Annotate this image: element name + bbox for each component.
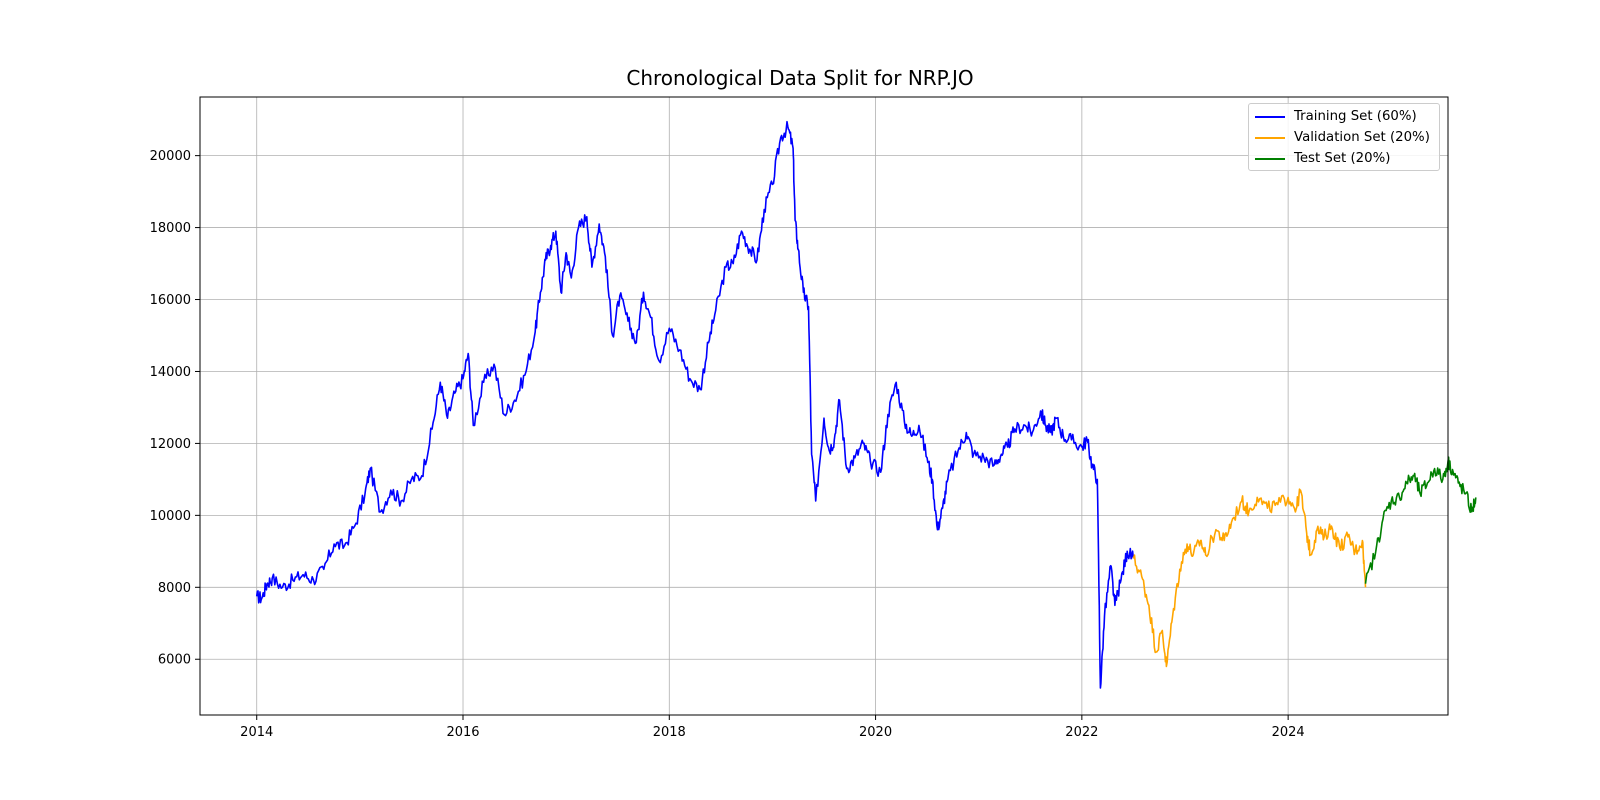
y-tick-label: 10000 bbox=[150, 509, 191, 524]
legend-item-training: Training Set (60%) bbox=[1249, 106, 1439, 127]
legend-label-test: Test Set (20%) bbox=[1294, 151, 1391, 166]
x-tick-label: 2016 bbox=[446, 725, 479, 740]
x-tick-label: 2014 bbox=[240, 725, 273, 740]
grid-layer bbox=[200, 97, 1448, 715]
chart-title: Chronological Data Split for NRP.JO bbox=[626, 66, 974, 90]
y-tick-label: 16000 bbox=[150, 293, 191, 308]
legend-swatch-validation bbox=[1255, 136, 1285, 139]
x-tick-label: 2022 bbox=[1065, 725, 1098, 740]
chart-legend: Training Set (60%) Validation Set (20%) … bbox=[1248, 103, 1440, 171]
legend-label-training: Training Set (60%) bbox=[1294, 109, 1417, 124]
y-tick-label: 8000 bbox=[158, 581, 191, 596]
legend-item-test: Test Set (20%) bbox=[1249, 148, 1439, 169]
legend-swatch-test bbox=[1255, 157, 1285, 160]
x-tick-label: 2020 bbox=[859, 725, 892, 740]
y-tick-label: 6000 bbox=[158, 653, 191, 668]
series-line-test bbox=[1364, 456, 1477, 584]
y-tick-label: 20000 bbox=[150, 149, 191, 164]
series-line-validation bbox=[1132, 488, 1367, 668]
y-tick-label: 12000 bbox=[150, 437, 191, 452]
x-tick-label: 2018 bbox=[653, 725, 686, 740]
series-line-training bbox=[255, 120, 1135, 689]
legend-item-validation: Validation Set (20%) bbox=[1249, 127, 1439, 148]
legend-swatch-training bbox=[1255, 115, 1285, 118]
axis-layer: 2014 2016 2018 2020 2022 2024 6000 8000 10000 120… bbox=[150, 149, 1305, 740]
series-layer bbox=[255, 120, 1477, 689]
legend-label-validation: Validation Set (20%) bbox=[1294, 130, 1430, 145]
plot-frame bbox=[199, 96, 1449, 716]
x-tick-label: 2024 bbox=[1272, 725, 1305, 740]
y-tick-label: 18000 bbox=[150, 221, 191, 236]
y-tick-label: 14000 bbox=[150, 365, 191, 380]
